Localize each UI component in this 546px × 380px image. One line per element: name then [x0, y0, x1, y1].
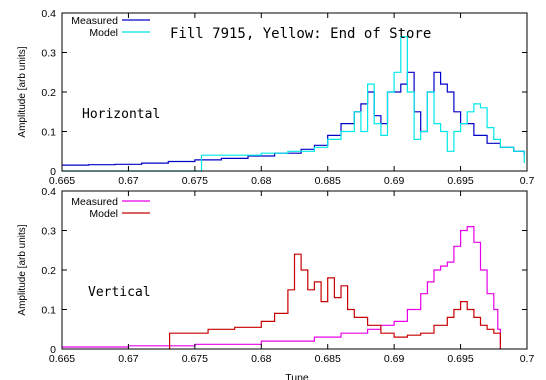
legend-label-model-h: Model — [89, 27, 118, 39]
panel-horizontal: 0.665 0.67 0.675 0.68 0.685 0.69 0.695 0.7 0 0.1 0… — [17, 8, 534, 187]
x-tick-label: 0.685 — [315, 353, 341, 365]
legend-horizontal: Measured Model — [71, 15, 150, 39]
series-line-model — [62, 36, 525, 172]
x-tick-label: 0.695 — [447, 353, 473, 365]
x-tick-label: 0.68 — [251, 175, 272, 187]
legend-label-measured-v: Measured — [71, 196, 118, 208]
axis-ticks-vertical: 0.665 0.67 0.675 0.68 0.685 0.69 0.695 0.7 0 0.1 0… — [41, 186, 534, 365]
y-tick-label: 0 — [50, 166, 56, 178]
y-tick-label: 0.4 — [41, 8, 56, 20]
x-tick-label: 0.675 — [182, 175, 208, 187]
y-tick-label: 0.1 — [41, 305, 56, 317]
panel-vertical: 0.665 0.67 0.675 0.68 0.685 0.69 0.695 0.7 0 0.1 0… — [17, 186, 534, 380]
y-tick-label: 0.3 — [41, 48, 56, 60]
x-tick-label: 0.7 — [520, 175, 535, 187]
legend-vertical: Measured Model — [71, 196, 150, 220]
y-axis-label-horizontal: Amplitude [arb units] — [17, 46, 28, 137]
y-tick-label: 0.3 — [41, 226, 56, 238]
x-tick-label: 0.665 — [49, 353, 75, 365]
series-line-measured — [62, 226, 501, 349]
y-tick-label: 0.2 — [41, 265, 56, 277]
series-line-model — [168, 253, 501, 350]
x-tick-label: 0.68 — [251, 353, 272, 365]
x-tick-label: 0.665 — [49, 175, 75, 187]
x-axis-label: Tune — [285, 372, 309, 380]
x-tick-label: 0.67 — [118, 353, 139, 365]
annotation-vertical: Vertical — [88, 285, 151, 300]
y-tick-label: 0.4 — [41, 186, 56, 198]
chart-title-horizontal: Fill 7915, Yellow: End of Store — [170, 26, 431, 42]
x-tick-label: 0.69 — [384, 175, 405, 187]
x-tick-label: 0.695 — [447, 175, 473, 187]
annotation-horizontal: Horizontal — [82, 107, 160, 122]
x-tick-label: 0.7 — [520, 353, 535, 365]
legend-label-measured-h: Measured — [71, 15, 118, 27]
y-tick-label: 0.2 — [41, 87, 56, 99]
series-line-measured — [62, 71, 525, 166]
y-tick-label: 0 — [50, 344, 56, 356]
x-tick-label: 0.67 — [118, 175, 139, 187]
x-tick-label: 0.69 — [384, 353, 405, 365]
x-tick-label: 0.675 — [182, 353, 208, 365]
x-tick-label: 0.685 — [315, 175, 341, 187]
y-axis-label-vertical: Amplitude [arb units] — [17, 224, 28, 315]
y-tick-label: 0.1 — [41, 127, 56, 139]
plot-area-vertical — [62, 226, 501, 350]
axis-ticks-horizontal: 0.665 0.67 0.675 0.68 0.685 0.69 0.695 0.7 0 0.1 0… — [41, 8, 534, 187]
plot-area-horizontal — [62, 36, 525, 172]
legend-label-model-v: Model — [89, 208, 118, 220]
